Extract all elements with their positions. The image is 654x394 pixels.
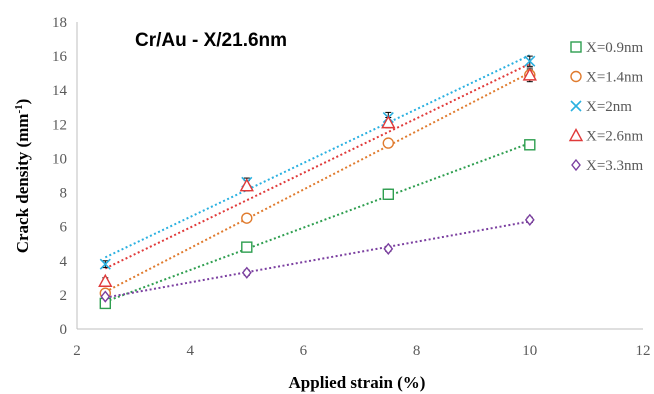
trendline-series-3 xyxy=(104,62,531,270)
y-tick-label: 10 xyxy=(52,151,67,167)
legend-label: X=2.6nm xyxy=(586,129,644,145)
legend-label: X=2nm xyxy=(586,99,632,115)
x-axis-title: Applied strain (%) xyxy=(289,373,426,392)
data-markers xyxy=(98,55,537,310)
y-axis-title-superscript: -1 xyxy=(13,104,25,113)
x-tick-label: 4 xyxy=(186,343,194,359)
trendline-series-4 xyxy=(105,220,530,299)
y-axis-title-end: ) xyxy=(13,99,32,105)
data-point-series-0 xyxy=(382,188,394,200)
y-tick-label: 4 xyxy=(60,254,68,270)
y-axis-title: Crack density (mm-1) xyxy=(13,99,32,254)
trendline-series-2 xyxy=(104,54,531,259)
y-tick-label: 2 xyxy=(60,288,68,304)
y-tick-label: 16 xyxy=(52,49,68,65)
x-tick-label: 12 xyxy=(636,343,651,359)
data-point-series-4 xyxy=(383,242,394,255)
x-tick-label: 2 xyxy=(73,343,81,359)
legend: X=0.9nm X=1.4nm X=2nm X=2.6nm X=3.3nm xyxy=(568,40,644,174)
y-tick-label: 6 xyxy=(60,220,68,236)
legend-marker-series-1 xyxy=(570,70,582,83)
legend-marker-series-4 xyxy=(571,158,581,172)
trendlines xyxy=(104,54,531,303)
y-tick-label: 14 xyxy=(52,83,68,99)
data-point-series-0 xyxy=(241,241,253,253)
data-point-series-0 xyxy=(524,139,536,151)
data-point-series-2 xyxy=(99,258,111,270)
y-axis-title-main: Crack density (mm xyxy=(13,114,32,254)
axes xyxy=(76,22,643,330)
legend-marker-series-0 xyxy=(570,41,582,53)
trendline-series-1 xyxy=(104,71,531,293)
data-point-series-4 xyxy=(524,213,535,226)
data-point-series-3 xyxy=(381,115,396,129)
legend-label: X=1.4nm xyxy=(586,70,644,86)
data-point-series-4 xyxy=(241,266,252,279)
data-point-series-1 xyxy=(241,212,253,224)
x-tick-label: 8 xyxy=(413,343,421,359)
x-tick-label: 10 xyxy=(522,343,537,359)
y-tick-label: 8 xyxy=(60,186,68,202)
y-tick-label: 18 xyxy=(52,15,67,31)
legend-marker-series-2 xyxy=(570,100,582,112)
data-point-series-3 xyxy=(522,67,537,81)
data-point-series-4 xyxy=(100,290,111,303)
x-tick-label: 6 xyxy=(300,343,308,359)
x-tick-labels: 2 4 6 8 10 12 xyxy=(73,343,650,359)
y-tick-label: 0 xyxy=(60,322,68,338)
legend-label: X=0.9nm xyxy=(586,40,644,56)
legend-marker-series-3 xyxy=(568,128,584,142)
chart-title: Cr/Au - X/21.6nm xyxy=(135,30,287,51)
data-point-series-2 xyxy=(524,55,536,67)
y-tick-label: 12 xyxy=(52,117,67,133)
data-point-series-3 xyxy=(98,273,113,287)
data-point-series-1 xyxy=(382,137,394,149)
trendline-series-0 xyxy=(104,142,531,303)
data-point-series-3 xyxy=(239,178,254,192)
legend-label: X=3.3nm xyxy=(586,158,644,174)
y-tick-labels: 0 2 4 6 8 10 12 14 16 18 xyxy=(52,15,68,338)
